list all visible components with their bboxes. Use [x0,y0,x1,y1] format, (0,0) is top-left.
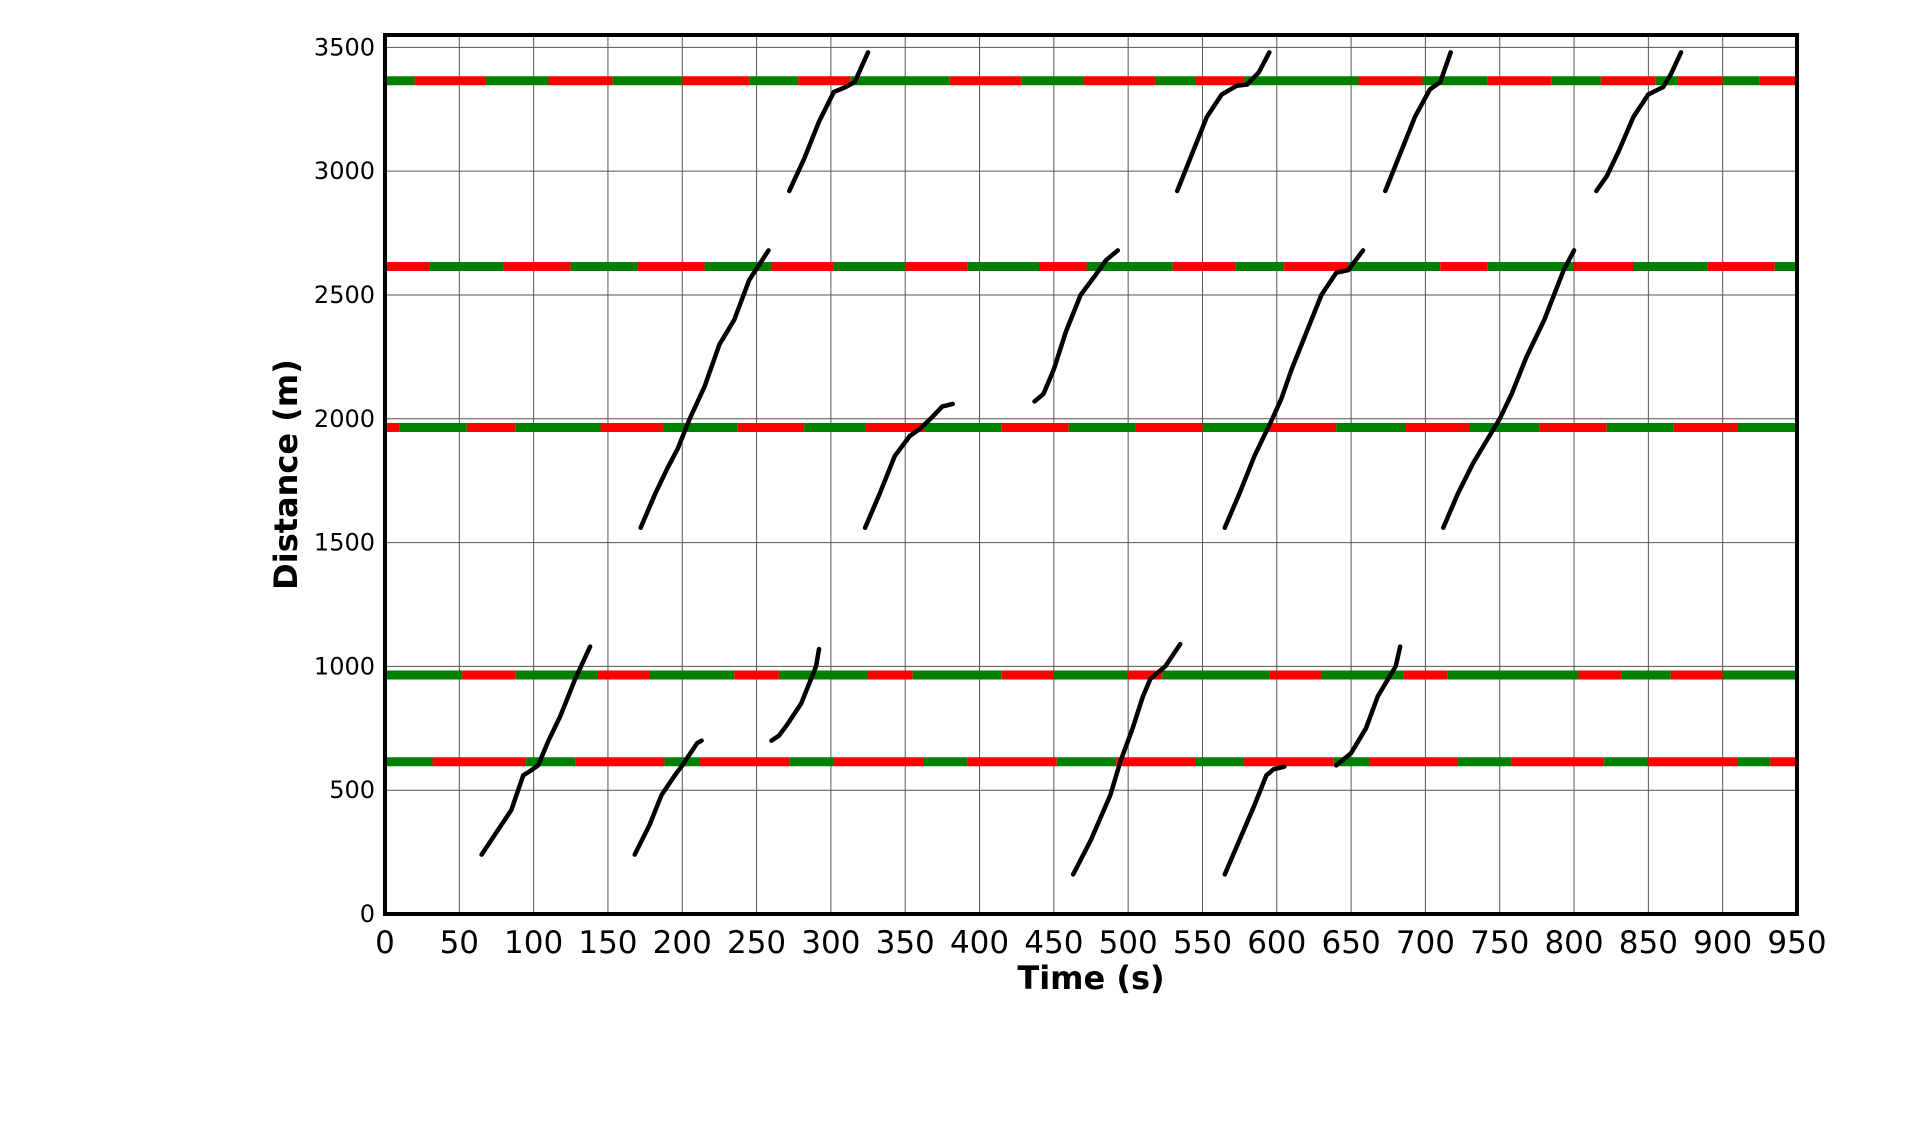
y-tick-label-0: 0 [360,900,375,928]
y-tick-label-7: 3500 [314,33,375,61]
x-tick-label-10: 500 [1099,925,1158,961]
trajectory-6 [638,248,771,530]
y-tick-label-6: 3000 [314,157,375,185]
x-axis-label: Time (s) [1017,959,1164,997]
y-tick-labels: 0 500 1000 1500 2000 2500 3000 3500 [314,33,375,928]
y-tick-label-2: 1000 [314,652,375,680]
trajectory-5 [1333,644,1403,768]
x-tick-label-9: 450 [1024,925,1083,961]
trajectory-7 [862,401,956,530]
trajectory-2 [769,646,822,743]
y-tick-label-3: 1500 [314,529,375,557]
x-tick-label-6: 300 [801,925,860,961]
x-tick-label-4: 200 [653,925,712,961]
x-tick-label-16: 800 [1544,925,1603,961]
x-tick-label-3: 150 [578,925,637,961]
trajectory-10 [1441,248,1577,530]
x-tick-label-2: 100 [504,925,563,961]
x-tick-label-1: 50 [440,925,479,961]
vehicle-trajectories [479,50,1684,877]
plot-frame [383,33,1799,916]
x-tick-label-17: 850 [1619,925,1678,961]
signal-phases [385,76,1797,767]
x-tick-labels: 0 50 100 150 200 250 300 350 400 450 500 550 600 650 7… [375,925,1826,961]
y-tick-label-5: 2500 [314,281,375,309]
trajectory-9 [1222,248,1366,530]
x-tick-label-5: 250 [727,925,786,961]
y-tick-label-1: 500 [329,776,375,804]
trajectory-14 [1594,50,1684,194]
x-tick-label-19: 950 [1767,925,1826,961]
x-tick-label-18: 900 [1693,925,1752,961]
grid [384,35,1798,915]
y-tick-label-4: 2000 [314,405,375,433]
trajectory-4 [1222,764,1287,877]
x-tick-label-7: 350 [876,925,935,961]
x-tick-label-12: 600 [1247,925,1306,961]
trajectory-3 [1070,641,1183,877]
x-tick-label-13: 650 [1322,925,1381,961]
trajectory-1 [632,738,704,857]
trajectory-0 [479,644,593,857]
trajectory-13 [1383,50,1453,194]
x-tick-label-15: 750 [1470,925,1529,961]
trajectory-8 [1032,248,1121,404]
y-axis-label: Distance (m) [267,359,305,590]
x-tick-label-8: 400 [950,925,1009,961]
x-tick-label-11: 550 [1173,925,1232,961]
trajectory-12 [1174,50,1272,194]
x-tick-label-14: 700 [1396,925,1455,961]
x-tick-label-0: 0 [375,925,395,961]
trajectory-11 [787,50,871,194]
